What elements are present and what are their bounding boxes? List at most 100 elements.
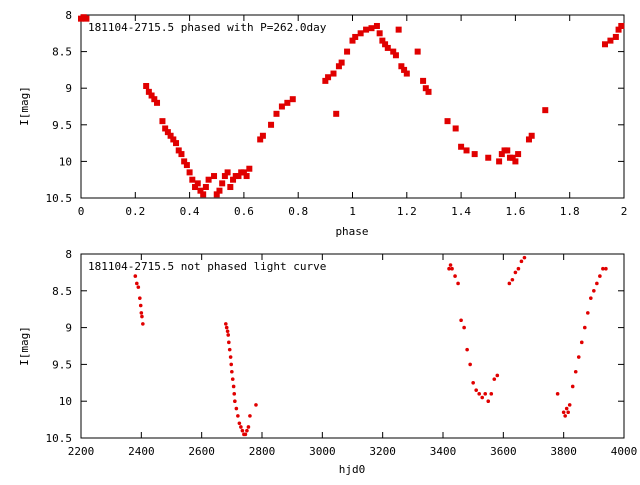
phased-data-point xyxy=(349,37,356,44)
phased-data-point xyxy=(167,132,174,139)
phased-data-point xyxy=(192,184,199,191)
unphased-data-point xyxy=(567,403,572,407)
unphased-data-point xyxy=(246,425,251,429)
phased-chart-title: 181104-2715.5 phased with P=262.0day xyxy=(88,21,327,34)
unphased-y-axis-label: I[mag] xyxy=(18,326,31,366)
phased-data-point xyxy=(162,125,169,132)
phased-data-point xyxy=(243,173,250,180)
phased-data-point xyxy=(498,151,505,158)
phased-data-point xyxy=(186,169,193,176)
phased-data-point xyxy=(145,88,152,95)
phased-data-point xyxy=(452,125,459,132)
unphased-y-tick-label: 10 xyxy=(59,395,72,408)
phased-data-point xyxy=(200,191,207,198)
phased-data-point xyxy=(414,48,421,55)
phased-data-point xyxy=(403,70,410,77)
unphased-data-point xyxy=(448,263,453,267)
unphased-data-point xyxy=(453,274,457,278)
unphased-x-tick-label: 3800 xyxy=(550,445,577,458)
unphased-data-point xyxy=(486,399,491,404)
phased-x-tick-label: 1.6 xyxy=(505,205,525,218)
phased-data-point xyxy=(357,30,364,37)
phased-data-point xyxy=(525,136,532,143)
unphased-plot-frame xyxy=(80,253,625,439)
unphased-x-tick-label: 2400 xyxy=(128,445,155,458)
phased-x-tick-label: 1.8 xyxy=(560,205,580,218)
phased-x-tick-label: 0.4 xyxy=(180,205,200,218)
phased-light-curve-panel: 181104-2715.5 phased with P=262.0day pha… xyxy=(18,9,627,238)
phased-x-tick-label: 2 xyxy=(621,205,628,218)
unphased-y-tick-label: 8 xyxy=(65,248,72,261)
phased-data-point xyxy=(542,107,549,114)
unphased-data-point xyxy=(230,369,234,374)
phased-x-tick-label: 1.2 xyxy=(397,205,417,218)
phased-x-tick-label: 0.8 xyxy=(288,205,308,218)
phased-data-point xyxy=(401,66,408,73)
unphased-data-point xyxy=(492,377,497,381)
unphased-chart-title: 181104-2715.5 not phased light curve xyxy=(88,260,326,273)
unphased-data-point xyxy=(224,325,229,330)
unphased-data-point xyxy=(243,432,248,437)
unphased-data-point xyxy=(573,369,578,374)
phased-data-point xyxy=(509,154,516,161)
unphased-data-point xyxy=(224,322,228,326)
phased-data-point xyxy=(205,176,212,183)
unphased-data-point xyxy=(139,311,144,315)
unphased-data-point xyxy=(495,373,500,378)
unphased-data-point xyxy=(561,410,566,415)
unphased-data-point xyxy=(228,355,233,359)
unphased-data-point xyxy=(450,266,454,271)
phased-data-point xyxy=(202,184,209,191)
phased-data-point xyxy=(154,99,161,106)
phased-data-point xyxy=(420,77,427,84)
phased-data-point xyxy=(338,59,345,66)
unphased-data-point xyxy=(239,425,243,429)
phased-data-point xyxy=(268,121,275,128)
unphased-data-point xyxy=(563,414,567,418)
phased-data-point xyxy=(504,147,511,154)
unphased-data-point xyxy=(456,281,460,286)
unphased-data-point xyxy=(483,392,488,396)
unphased-data-point xyxy=(225,329,230,334)
unphased-data-point xyxy=(237,421,242,426)
unphased-data-point xyxy=(576,355,581,359)
unphased-data-point xyxy=(233,399,237,404)
phased-data-point xyxy=(246,165,253,172)
phased-x-tick-label: 0.6 xyxy=(234,205,254,218)
phased-data-point xyxy=(224,169,231,176)
phased-data-point xyxy=(330,70,337,77)
phased-data-point xyxy=(240,169,247,176)
phased-data-point xyxy=(373,22,380,29)
phased-data-point xyxy=(471,151,478,158)
unphased-x-tick-label: 2800 xyxy=(249,445,276,458)
unphased-data-point xyxy=(230,377,235,381)
unphased-axis-ticks: 2200 2400 2600 2800 3000 3200 3400 3600 3800 4000… xyxy=(46,248,638,458)
unphased-data-point xyxy=(579,340,584,345)
phased-data-point xyxy=(235,173,242,180)
unphased-x-tick-label: 2600 xyxy=(188,445,215,458)
phased-data-point xyxy=(325,74,332,81)
phased-data-point xyxy=(390,48,397,55)
unphased-data-point xyxy=(141,322,145,326)
unphased-data-point xyxy=(138,296,142,300)
phased-y-tick-label: 10 xyxy=(59,155,72,168)
unphased-data-point xyxy=(474,388,478,392)
phased-y-tick-label: 8.5 xyxy=(52,46,72,59)
phased-data-point xyxy=(151,96,158,103)
unphased-data-point xyxy=(598,274,602,278)
unphased-x-tick-label: 3600 xyxy=(490,445,517,458)
unphased-data-point xyxy=(582,325,587,330)
phased-data-point xyxy=(259,132,266,139)
unphased-data-point xyxy=(468,362,472,367)
unphased-data-point xyxy=(465,347,469,352)
phased-data-point xyxy=(197,187,204,194)
phased-data-point xyxy=(335,63,342,70)
unphased-y-tick-label: 9 xyxy=(65,322,72,335)
unphased-data-point xyxy=(232,392,237,396)
phased-data-point xyxy=(230,176,237,183)
unphased-data-point xyxy=(227,347,232,352)
unphased-data-point xyxy=(564,406,569,411)
unphased-data-point xyxy=(489,392,494,396)
phased-data-point xyxy=(227,184,234,191)
unphased-data-point xyxy=(601,266,605,271)
